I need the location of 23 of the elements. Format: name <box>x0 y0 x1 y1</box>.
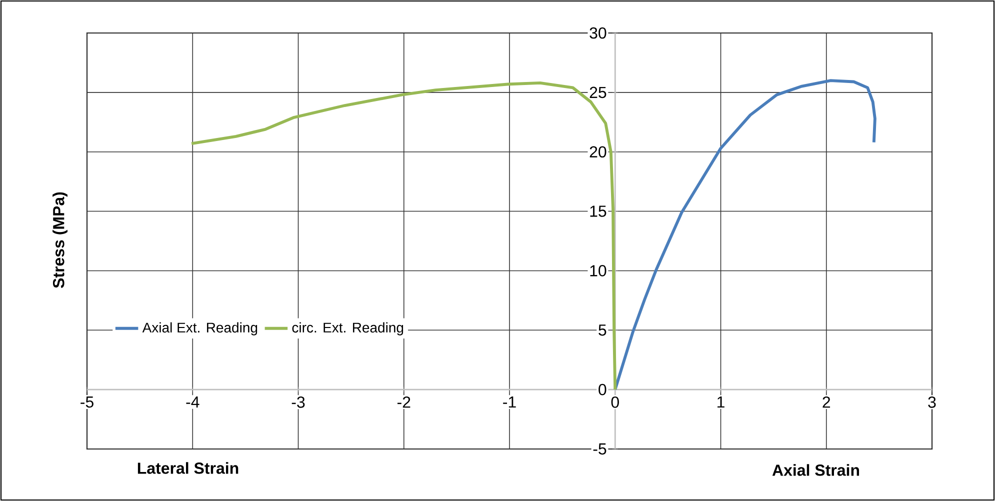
y-tick-label: 20 <box>590 146 606 158</box>
legend-label: circ. Ext. Reading <box>292 322 404 336</box>
x-tick-label: -3 <box>292 396 305 408</box>
legend-label: Axial Ext. Reading <box>142 322 258 336</box>
y-tick-label: -5 <box>593 443 606 455</box>
text: Axial Strain <box>772 464 860 476</box>
x-tick-label: 3 <box>928 396 936 408</box>
x-tick-label: 2 <box>822 396 830 408</box>
y-tick-label: 10 <box>590 265 606 276</box>
x-tick-label: 1 <box>718 396 724 408</box>
y-tick-label: 30 <box>590 27 606 39</box>
y-tick-label: 25 <box>590 86 606 98</box>
y-tick-label: 15 <box>590 206 606 217</box>
x-axis-title: Lateral Strain <box>138 462 238 474</box>
x-tick-label: -2 <box>397 396 410 408</box>
y-tick-label: 5 <box>598 324 606 336</box>
x-tick-label: -5 <box>80 396 94 408</box>
y-tick-label: 0 <box>598 384 606 396</box>
x-tick-label: -1 <box>503 396 516 408</box>
x-tick-label: -4 <box>186 396 200 408</box>
y-axis-title: Stress (MPa) <box>52 192 68 288</box>
line-series <box>614 79 876 392</box>
x-tick-label: 0 <box>611 396 619 408</box>
